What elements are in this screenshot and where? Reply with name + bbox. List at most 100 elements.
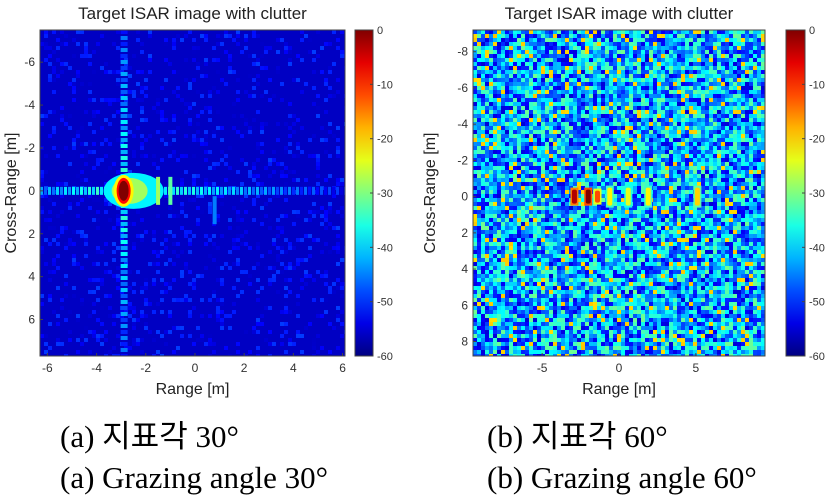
noise-cell [681,178,685,182]
isar-plot-panel-a: -6 -4 -2 0 2 4 6 -6 -4 -2 0 2 4 6 Target ISAR image wi… [0,0,413,410]
noise-cell [725,82,729,86]
noise-cell [220,234,224,238]
noise-cell [549,130,553,134]
noise-cell [601,182,605,186]
noise-cell [761,54,765,58]
noise-cell [561,162,565,166]
noise-cell [144,298,148,302]
noise-cell [525,182,529,186]
noise-cell [629,110,633,114]
noise-cell [757,134,761,138]
noise-cell [685,206,689,210]
noise-cell [477,126,481,130]
noise-cell [244,230,248,234]
noise-cell [132,342,136,346]
noise-cell [697,94,701,98]
noise-cell [737,210,741,214]
noise-cell [601,198,605,202]
noise-cell [761,122,765,126]
noise-cell [168,142,172,146]
noise-cell [236,78,240,82]
noise-cell [160,158,164,162]
noise-cell [485,74,489,78]
noise-cell [597,34,601,38]
noise-cell [160,354,164,356]
noise-cell [609,210,613,214]
noise-cell [529,98,533,102]
noise-cell [761,198,765,202]
noise-cell [176,254,180,258]
noise-cell [308,138,312,142]
sidelobe-horizontal [292,186,295,195]
noise-cell [613,122,617,126]
noise-cell [152,338,156,342]
noise-cell [573,150,577,154]
noise-cell [509,134,513,138]
noise-cell [473,186,477,190]
noise-cell [52,202,56,206]
noise-cell [140,154,144,158]
noise-cell [248,170,252,174]
noise-cell [537,198,541,202]
noise-cell [677,162,681,166]
noise-cell [725,134,729,138]
noise-cell [565,34,569,38]
noise-cell [533,170,537,174]
noise-cell [757,130,761,134]
noise-cell [569,166,573,170]
noise-cell [493,30,497,34]
noise-cell [541,138,545,142]
noise-cell [677,194,681,198]
noise-cell [657,74,661,78]
noise-cell [689,202,693,206]
noise-cell [637,218,641,222]
noise-cell [681,146,685,150]
noise-cell [601,130,605,134]
noise-cell [733,46,737,50]
noise-cell [741,114,745,118]
noise-cell [40,206,44,210]
noise-cell [717,106,721,110]
noise-cell [657,122,661,126]
noise-cell [541,202,545,206]
noise-cell [589,86,593,90]
noise-cell [517,146,521,150]
noise-cell [633,146,637,150]
noise-cell [340,286,344,290]
noise-cell [637,198,641,202]
noise-cell [597,130,601,134]
noise-cell [577,214,581,218]
noise-cell [693,122,697,126]
noise-cell [741,38,745,42]
noise-cell [669,74,673,78]
noise-cell [553,138,557,142]
noise-cell [609,70,613,74]
noise-cell [745,74,749,78]
noise-cell [497,118,501,122]
noise-cell [625,94,629,98]
noise-cell [629,62,633,66]
noise-cell [593,126,597,130]
noise-cell [92,130,96,134]
noise-cell [657,70,661,74]
noise-cell [709,186,713,190]
noise-cell [529,122,533,126]
noise-cell [212,134,216,138]
noise-cell [705,138,709,142]
noise-cell [104,98,108,102]
noise-cell [136,342,140,346]
noise-cell [601,30,605,34]
noise-cell [621,162,625,166]
noise-cell [521,194,525,198]
noise-cell [60,62,64,66]
noise-cell [709,74,713,78]
noise-cell [557,90,561,94]
noise-cell [184,102,188,106]
noise-cell [673,102,677,106]
sidelobe-vertical [120,258,128,262]
noise-cell [757,46,761,50]
noise-cell [689,58,693,62]
noise-cell [513,218,517,222]
noise-cell [605,154,609,158]
noise-cell [208,182,212,186]
